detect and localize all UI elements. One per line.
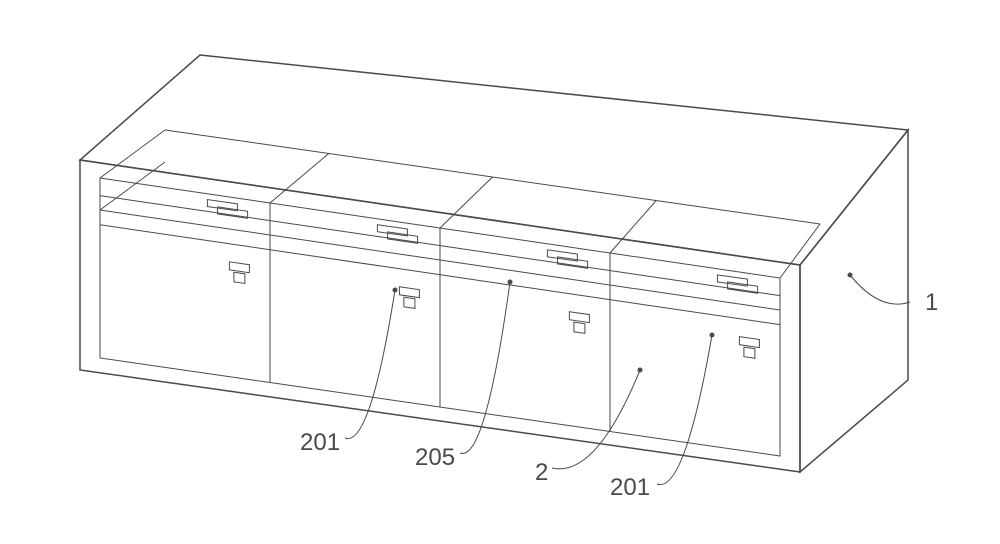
callout-label-l205: 205: [415, 444, 455, 471]
callout-label-l2: 2: [535, 459, 548, 486]
callout-label-l1: 1: [925, 289, 938, 316]
callout-label-l201a: 201: [300, 429, 340, 456]
callout-label-l201b: 201: [610, 474, 650, 501]
cabinet-diagram: 1 201 205 2 201: [0, 0, 1000, 544]
